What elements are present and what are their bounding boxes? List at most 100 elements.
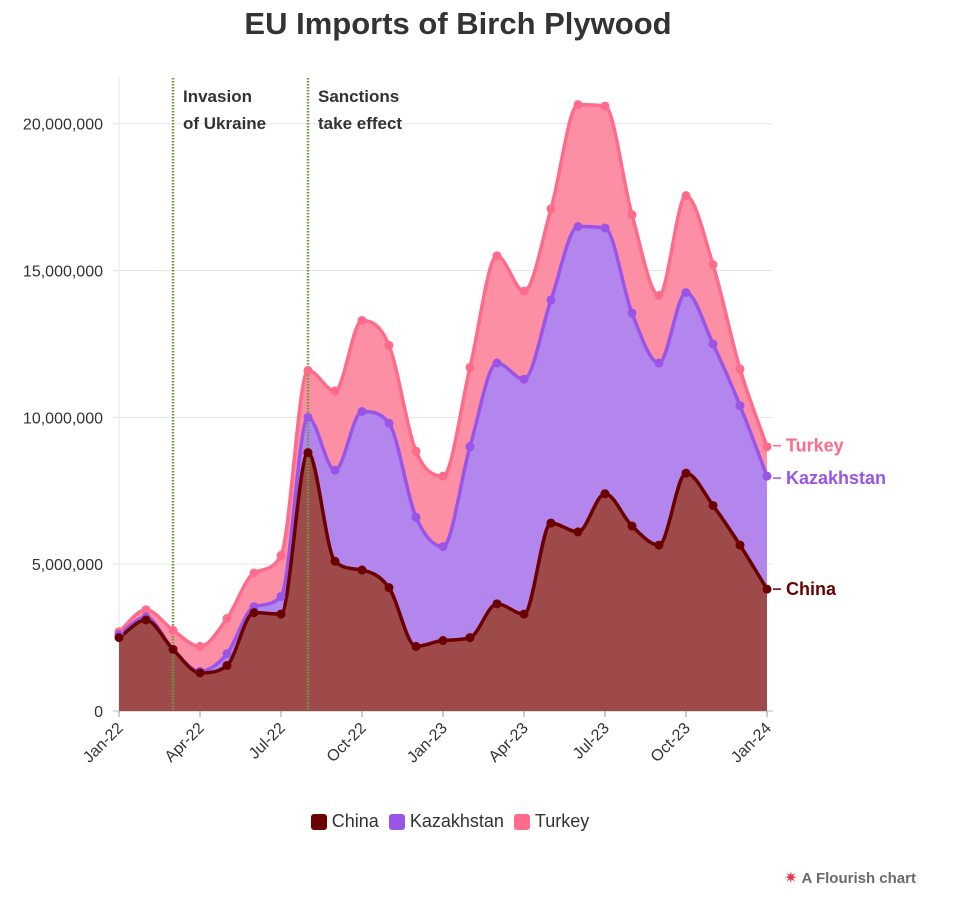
legend-item-kazakhstan[interactable]: Kazakhstan (388, 811, 504, 832)
point-china (249, 608, 259, 618)
point-kazakhstan (465, 442, 475, 452)
legend-label: China (331, 811, 379, 831)
annotation-label: Sanctions (318, 87, 399, 106)
point-turkey (141, 605, 151, 615)
x-tick-label: Jan-24 (728, 720, 775, 767)
point-layer (114, 100, 772, 678)
point-turkey (303, 365, 313, 375)
point-turkey (465, 362, 475, 372)
point-kazakhstan (438, 542, 448, 552)
annotation-layer: Invasion of Ukraine Sanctions take effect (171, 78, 402, 711)
y-tick-label: 0 (94, 704, 103, 721)
point-china (600, 489, 610, 499)
point-turkey (492, 251, 502, 261)
point-china (573, 527, 583, 537)
legend-swatch (310, 813, 327, 830)
point-turkey (627, 210, 637, 220)
point-china (168, 644, 178, 654)
x-tick-label: Apr-22 (162, 720, 208, 766)
point-turkey (411, 446, 421, 456)
point-china (141, 615, 151, 625)
legend-item-turkey[interactable]: Turkey (513, 811, 590, 832)
legend-item-china[interactable]: China (310, 811, 379, 832)
point-turkey (276, 550, 286, 560)
legend-swatch (388, 813, 405, 830)
area-china (119, 452, 767, 711)
point-china (330, 556, 340, 566)
area-layer (119, 104, 767, 711)
legend-label: Kazakhstan (409, 811, 504, 831)
point-china (276, 609, 286, 619)
annotation-label: of Ukraine (183, 114, 266, 133)
point-kazakhstan (411, 512, 421, 522)
point-turkey (330, 386, 340, 396)
flourish-credit[interactable]: ✷ A Flourish chart (784, 868, 916, 888)
point-kazakhstan (735, 401, 745, 411)
point-turkey (600, 101, 610, 111)
point-turkey (708, 260, 718, 270)
point-turkey (168, 625, 178, 635)
point-kazakhstan (600, 223, 610, 233)
point-kazakhstan (573, 222, 583, 231)
x-tick-label: Jan-23 (404, 720, 451, 767)
point-turkey (249, 568, 259, 578)
point-kazakhstan (330, 465, 340, 475)
legend-swatch (513, 813, 530, 830)
point-turkey (762, 442, 772, 452)
point-china (222, 660, 232, 670)
x-tick-label: Jan-22 (80, 720, 127, 767)
point-china (411, 641, 421, 651)
point-turkey (195, 641, 205, 651)
point-turkey (546, 204, 556, 214)
area-kazakhstan (119, 226, 767, 673)
x-tick-label: Oct-23 (648, 720, 694, 766)
y-tick-label: 5,000,000 (32, 557, 103, 574)
point-china (195, 668, 205, 678)
end-label-china: China (786, 579, 837, 599)
point-kazakhstan (762, 471, 772, 481)
point-china (762, 584, 772, 594)
point-kazakhstan (519, 374, 529, 384)
point-china (357, 565, 367, 575)
point-turkey (222, 614, 232, 624)
point-turkey (384, 340, 394, 350)
point-kazakhstan (627, 308, 637, 318)
x-tick-label: Oct-22 (324, 720, 370, 766)
point-china (519, 609, 529, 619)
point-turkey (438, 471, 448, 481)
legend: China Kazakhstan Turkey (0, 811, 900, 832)
legend-label: Turkey (534, 811, 590, 831)
point-kazakhstan (492, 358, 502, 368)
point-china (735, 540, 745, 550)
point-china (384, 583, 394, 593)
point-china (492, 599, 502, 609)
y-tick-label: 15,000,000 (23, 264, 103, 281)
point-turkey (735, 364, 745, 374)
credit-text: A Flourish chart (801, 869, 916, 887)
x-tick-label: Apr-23 (486, 720, 532, 766)
point-china (708, 500, 718, 510)
point-china (654, 540, 664, 550)
point-kazakhstan (357, 406, 367, 416)
point-china (303, 448, 313, 458)
point-kazakhstan (222, 649, 232, 659)
point-kazakhstan (303, 412, 313, 422)
point-china (546, 518, 556, 528)
point-turkey (357, 315, 367, 325)
point-china (465, 633, 475, 643)
point-turkey (681, 191, 691, 201)
point-china (438, 636, 448, 646)
annotation-label: Invasion (183, 87, 252, 106)
point-kazakhstan (546, 295, 556, 305)
flourish-burst-icon: ✷ (784, 870, 798, 887)
end-label-turkey: Turkey (786, 436, 844, 456)
end-label-layer: China Kazakhstan Turkey (773, 436, 886, 599)
point-china (681, 468, 691, 478)
point-kazakhstan (276, 591, 286, 601)
point-china (114, 633, 124, 643)
point-kazakhstan (708, 339, 718, 349)
annotation-label: take effect (318, 114, 402, 133)
x-tick-label: Jul-23 (570, 720, 613, 763)
point-turkey (573, 100, 583, 110)
